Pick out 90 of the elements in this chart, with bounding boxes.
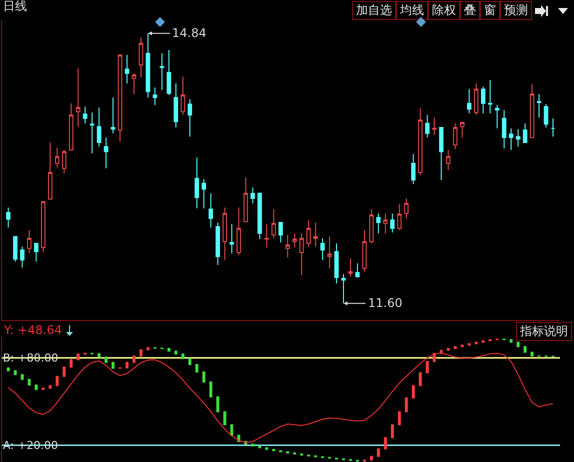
- candlestick: [306, 220, 311, 248]
- annotation: 指标说明: [516, 322, 572, 341]
- candlestick: [166, 50, 172, 96]
- candlestick: [536, 94, 542, 118]
- candlestick: [494, 104, 500, 129]
- candlestick: [285, 234, 290, 258]
- candlestick: [334, 242, 339, 284]
- candlestick: [48, 142, 52, 200]
- candlestick: [271, 208, 276, 239]
- candlestick: [320, 238, 325, 260]
- candlestick: [390, 212, 395, 233]
- candlestick: [236, 207, 241, 256]
- candlestick: [446, 150, 450, 170]
- candlestick: [27, 230, 32, 254]
- candlestick: [6, 207, 10, 228]
- candlestick: [34, 242, 38, 262]
- candlestick: [222, 207, 227, 260]
- text: 加自选: [352, 1, 396, 20]
- candlestick: [397, 204, 402, 230]
- candlestick: [54, 147, 60, 168]
- annotation: Y: +48.64: [4, 323, 62, 337]
- candlestick: [460, 122, 464, 138]
- candlestick: [174, 82, 178, 128]
- text: 预测: [500, 1, 532, 20]
- candlestick: [425, 114, 430, 138]
- chart-title: 日线: [2, 0, 27, 14]
- candlestick: [480, 86, 486, 114]
- candlestick: [327, 236, 332, 269]
- candlestick: [118, 54, 122, 142]
- candlestick: [13, 236, 18, 262]
- candlestick: [180, 76, 186, 116]
- text: 窗: [480, 1, 500, 20]
- candlestick: [20, 246, 24, 268]
- candlestick: [208, 192, 214, 228]
- candlestick: [202, 178, 206, 209]
- text: 均线: [396, 1, 428, 20]
- candlestick: [432, 117, 436, 136]
- candlestick: [62, 150, 66, 174]
- candlestick: [194, 157, 200, 209]
- candlestick: [550, 118, 556, 138]
- candlestick: [110, 97, 116, 134]
- candlestick: [341, 274, 346, 304]
- candlestick: [362, 230, 367, 272]
- candlestick: [104, 137, 108, 169]
- candlestick: [516, 128, 520, 148]
- candlestick: [146, 32, 150, 98]
- candlestick: [530, 84, 534, 138]
- candlestick: [522, 122, 528, 143]
- candlestick: [299, 232, 304, 276]
- candlestick: [418, 108, 423, 176]
- candlestick: [96, 107, 102, 148]
- candlestick: [355, 262, 360, 278]
- candlestick: [292, 232, 297, 248]
- candlestick: [124, 54, 130, 84]
- candlestick: [264, 224, 269, 248]
- candlestick: [278, 222, 283, 243]
- candlestick: [90, 112, 94, 154]
- candlestick: [404, 198, 409, 219]
- text: 叠: [460, 1, 480, 20]
- candlestick: [76, 68, 80, 128]
- candlestick: [82, 106, 88, 124]
- candlestick: [68, 102, 74, 150]
- candlestick: [250, 187, 255, 204]
- candlestick: [502, 110, 506, 149]
- candlestick: [474, 82, 478, 116]
- candlestick: [369, 208, 374, 244]
- candlestick: [244, 177, 248, 222]
- candlestick: [453, 122, 458, 150]
- text: 14.84: [172, 26, 206, 40]
- candlestick: [508, 128, 514, 150]
- candlestick: [188, 98, 192, 138]
- candlestick: [411, 154, 416, 185]
- candlestick: [230, 224, 234, 254]
- candlestick: [257, 192, 262, 240]
- candlestick: [138, 37, 144, 78]
- candlestick: [488, 80, 492, 114]
- candlestick: [439, 127, 444, 180]
- candlestick: [348, 258, 353, 278]
- candlestick: [132, 72, 136, 95]
- candlestick: [383, 212, 388, 234]
- candlestick: [216, 222, 220, 266]
- candlestick: [467, 88, 472, 114]
- candlestick: [544, 104, 548, 128]
- candlestick: [152, 87, 158, 106]
- text: 除权: [428, 1, 460, 20]
- candlestick: [313, 222, 318, 248]
- candlestick: [40, 201, 46, 253]
- text: 11.60: [368, 296, 402, 310]
- candlestick: [376, 212, 381, 234]
- candlestick: [160, 52, 164, 90]
